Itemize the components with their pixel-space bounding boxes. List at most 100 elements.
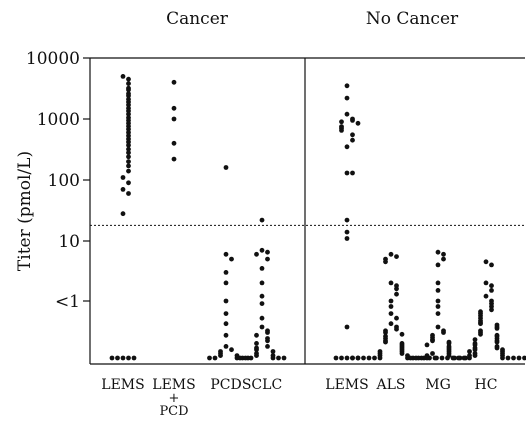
data-point (494, 326, 500, 331)
data-point (265, 256, 270, 262)
y-tick-label: 100 (48, 171, 80, 191)
data-point (254, 341, 259, 346)
data-point (243, 355, 248, 361)
x-tick-label: PCD (159, 404, 188, 419)
data-point (259, 266, 265, 271)
data-point (383, 339, 388, 345)
data-point (430, 351, 435, 356)
data-point (388, 251, 394, 257)
data-point (223, 251, 229, 257)
data-point (126, 150, 131, 156)
data-point (126, 163, 131, 169)
data-point (339, 355, 344, 361)
data-point (388, 280, 394, 286)
y-tick-label: 10000 (26, 49, 80, 69)
data-point (445, 355, 450, 361)
data-point (388, 321, 394, 327)
data-point (270, 349, 276, 354)
x-tick-label: LEMS (325, 377, 368, 393)
data-point (439, 355, 445, 361)
data-point (467, 349, 472, 354)
data-point (120, 74, 126, 79)
data-point (171, 79, 177, 85)
data-point (489, 262, 494, 268)
data-point (344, 95, 350, 101)
data-point (441, 256, 446, 262)
data-point (120, 187, 126, 192)
data-point (223, 311, 229, 316)
data-point (120, 355, 126, 361)
x-tick-label: SCLC (242, 377, 282, 393)
data-point (399, 351, 405, 356)
data-point (483, 280, 489, 286)
data-point (478, 331, 483, 337)
panel-title-no-cancer: No Cancer (366, 9, 459, 29)
data-point (126, 93, 131, 99)
data-point (339, 127, 344, 133)
data-point (516, 355, 522, 361)
data-point (350, 137, 355, 143)
data-point (413, 355, 419, 361)
data-point (218, 353, 223, 358)
data-point (254, 353, 259, 358)
data-point (435, 288, 441, 293)
data-point (408, 355, 413, 361)
data-point (223, 321, 229, 327)
data-point (511, 355, 516, 361)
data-point (489, 307, 494, 313)
data-point (120, 175, 126, 180)
data-point (394, 326, 399, 332)
data-point (126, 76, 131, 82)
data-point (259, 247, 265, 253)
data-point (383, 259, 388, 265)
data-point (126, 355, 131, 361)
data-point (126, 102, 131, 108)
x-tick-label: MG (425, 377, 451, 393)
plot-frame (89, 57, 525, 365)
data-point (126, 159, 131, 165)
data-point (344, 324, 350, 330)
data-point (441, 330, 446, 335)
data-point (399, 331, 405, 337)
y-tick-label: 1000 (37, 110, 80, 130)
data-point (223, 332, 229, 338)
data-point (489, 288, 494, 293)
data-point (505, 355, 511, 361)
data-point (265, 330, 270, 335)
x-tick-label: PCD (210, 377, 241, 393)
data-point (350, 132, 355, 138)
data-point (366, 355, 372, 361)
data-point (259, 301, 265, 306)
data-point (472, 347, 478, 353)
data-point (237, 355, 243, 361)
data-point (171, 116, 177, 122)
data-point (441, 251, 446, 257)
data-point (494, 345, 500, 351)
data-point (494, 339, 500, 345)
data-point (435, 298, 441, 304)
data-point (126, 126, 131, 132)
data-point (126, 87, 131, 93)
data-point (126, 168, 131, 174)
data-point (126, 130, 131, 135)
data-point (467, 355, 472, 361)
data-point (435, 311, 441, 316)
data-point (265, 338, 270, 344)
data-point (344, 229, 350, 235)
y-tick-label: 10 (58, 232, 80, 252)
y-axis-label: Titer (pmol/L) (15, 151, 35, 271)
data-point (223, 280, 229, 286)
data-point (522, 355, 526, 361)
data-point (424, 342, 430, 348)
data-point (456, 355, 461, 361)
data-point (339, 119, 344, 125)
data-point (350, 118, 355, 123)
data-point (126, 154, 131, 160)
data-point (419, 355, 424, 361)
data-point (126, 191, 131, 196)
data-point (126, 142, 131, 148)
data-point (435, 280, 441, 286)
data-points (109, 74, 526, 361)
